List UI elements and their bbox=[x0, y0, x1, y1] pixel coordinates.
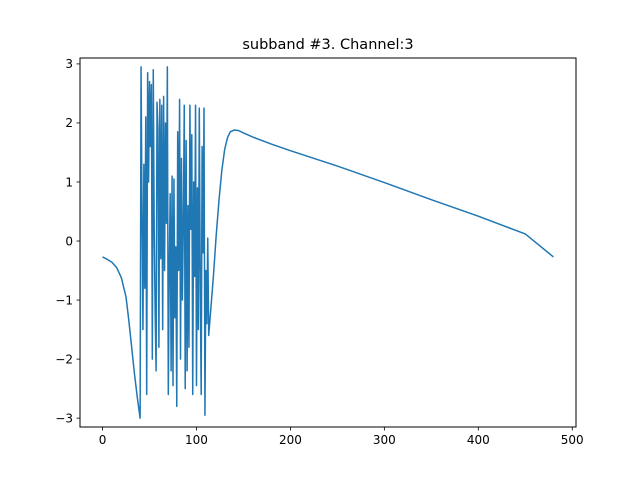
y-tick-label: −2 bbox=[55, 352, 73, 366]
y-tick-label: −1 bbox=[55, 293, 73, 307]
y-tick-label: 2 bbox=[65, 116, 73, 130]
axes-frame bbox=[79, 57, 577, 428]
y-tick-label: 1 bbox=[65, 175, 73, 189]
x-tick-label: 200 bbox=[279, 433, 302, 447]
x-axis: 0 100 200 300 400 500 bbox=[99, 427, 584, 447]
y-tick-label: −3 bbox=[55, 411, 73, 425]
series-line-0 bbox=[102, 66, 554, 419]
x-tick-label: 300 bbox=[373, 433, 396, 447]
y-tick-label: 0 bbox=[65, 234, 73, 248]
x-tick-label: 0 bbox=[99, 433, 107, 447]
y-tick-label: 3 bbox=[65, 57, 73, 71]
plot-area bbox=[102, 66, 554, 419]
y-axis: −3 −2 −1 0 1 2 3 bbox=[55, 57, 80, 425]
x-tick-label: 500 bbox=[561, 433, 584, 447]
chart-title: subband #3. Channel:3 bbox=[242, 37, 413, 53]
x-tick-label: 100 bbox=[185, 433, 208, 447]
x-tick-label: 400 bbox=[467, 433, 490, 447]
